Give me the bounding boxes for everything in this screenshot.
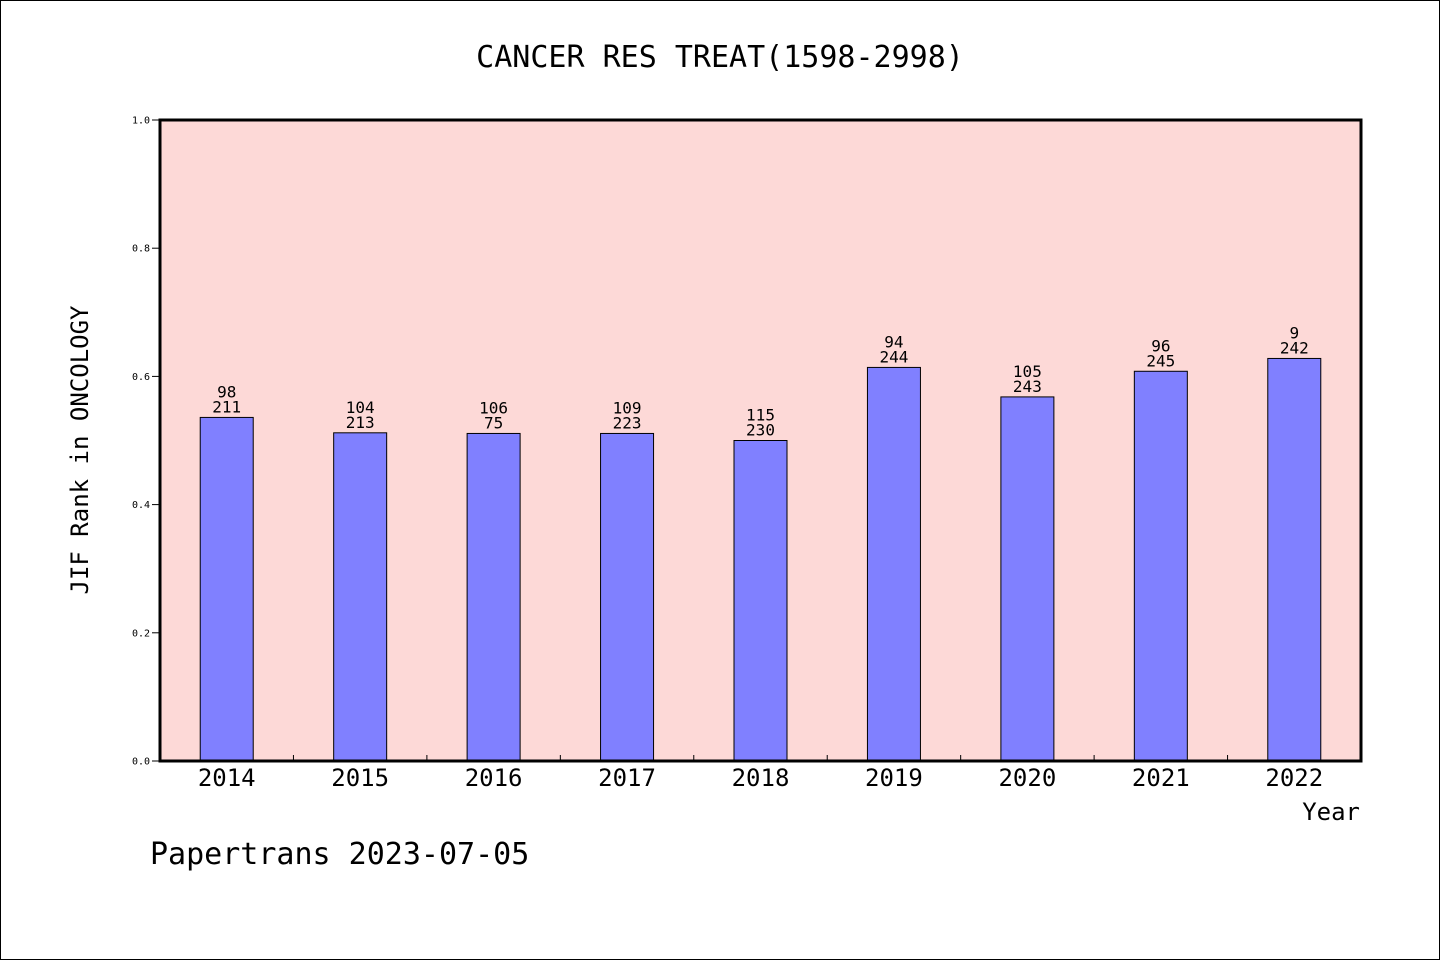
y-axis-label: JIF Rank in ONCOLOGY [66,305,94,595]
x-tick-label-2019: 2019 [865,764,923,792]
bar-label-top-2022: 9 [1289,323,1299,342]
y-tick-label-0.4: 0.4 [132,500,150,511]
bar-label-bottom-2018: 230 [746,421,775,440]
bar-label-top-2016: 106 [479,398,508,417]
y-tick-label-0.6: 0.6 [132,372,150,383]
plot-border [158,118,1363,763]
chart-title: CANCER RES TREAT(1598-2998) [476,40,964,75]
bar-2015 [333,432,388,762]
bar-label-top-2015: 104 [346,398,375,417]
bar-2017 [600,432,655,762]
x-tick-label-2020: 2020 [998,764,1056,792]
bar-label-top-2019: 94 [884,332,903,351]
bar-label-bottom-2015: 213 [346,413,375,432]
bar-label-bottom-2017: 223 [613,413,642,432]
bar-label-top-2018: 115 [746,406,775,425]
bar-2018 [733,440,788,762]
bar-label-bottom-2022: 242 [1280,338,1309,357]
x-axis-label: Year [1302,798,1360,826]
bar-label-top-2017: 109 [613,398,642,417]
x-tick-label-2017: 2017 [598,764,656,792]
bar-2020 [1000,396,1055,762]
bar-label-top-2020: 105 [1013,362,1042,381]
x-tick-label-2021: 2021 [1132,764,1190,792]
bar-label-bottom-2021: 245 [1146,351,1175,370]
bar-2022 [1267,357,1322,762]
bars-group [199,357,1322,762]
bar-2016 [466,432,521,762]
footer-credit: Papertrans 2023-07-05 [150,837,529,872]
x-tick-label-2015: 2015 [331,764,389,792]
bar-label-bottom-2019: 244 [879,347,908,366]
x-tick-label-2014: 2014 [198,764,256,792]
bar-2019 [866,366,921,762]
bar-label-top-2014: 98 [217,382,236,401]
bar-label-bottom-2020: 243 [1013,377,1042,396]
x-tick-label-2018: 2018 [732,764,790,792]
y-tick-label-0.0: 0.0 [132,757,150,768]
bar-label-top-2021: 96 [1151,336,1170,355]
y-tick-label-0.8: 0.8 [132,244,150,255]
bar-2021 [1133,370,1188,762]
y-axis: 0.0 0.2 0.4 0.6 0.8 1.0 [132,116,160,768]
bar-label-bottom-2016: 75 [484,413,503,432]
y-tick-label-0.2: 0.2 [132,628,150,639]
x-axis: 2014 2015 2016 2017 2018 2019 2020 2021 2022 [198,755,1323,792]
x-tick-label-2016: 2016 [465,764,523,792]
y-tick-label-1.0: 1.0 [132,116,150,127]
bar-2014 [199,416,254,762]
bar-label-bottom-2014: 211 [212,397,241,416]
x-tick-label-2022: 2022 [1265,764,1323,792]
